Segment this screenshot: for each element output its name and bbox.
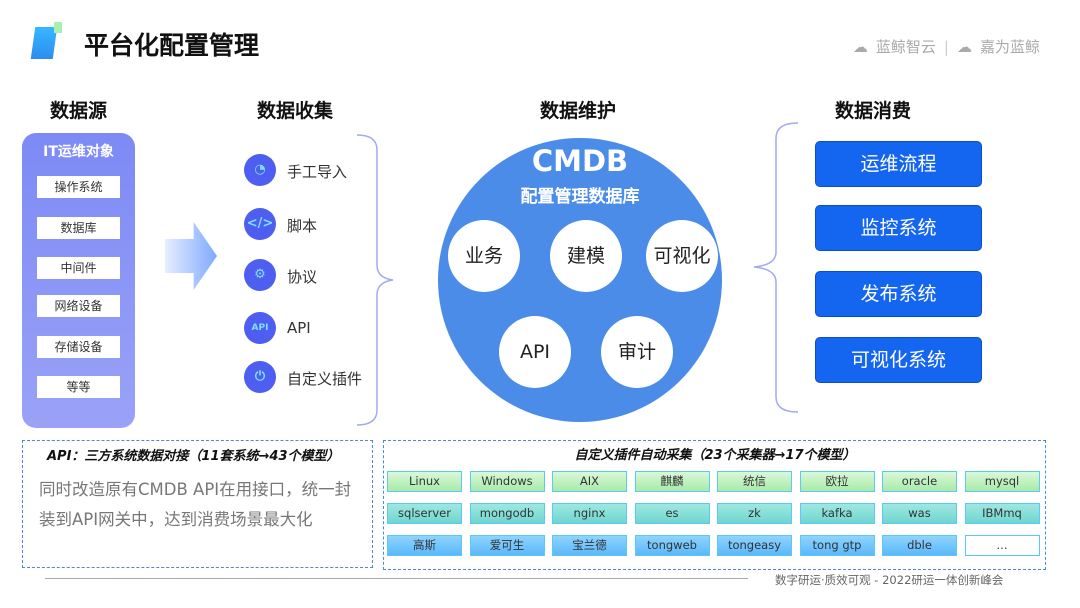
- plug-icon: ⏻: [244, 361, 276, 393]
- api-box-title: API：三方系统数据对接（11套系统→43个模型）: [47, 449, 340, 464]
- plugin-cell: tong gtp: [799, 535, 875, 556]
- code-icon: </>: [244, 208, 276, 240]
- gauge-icon: ◔: [244, 154, 276, 186]
- plugin-cell: nginx: [552, 503, 627, 524]
- cmdb-module: 建模: [550, 220, 622, 292]
- source-panel: IT运维对象 操作系统 数据库 中间件 网络设备 存储设备 等等: [22, 133, 135, 428]
- plugin-cell: IBMmq: [964, 503, 1040, 524]
- plugin-cell: 统信: [717, 471, 792, 492]
- footer-divider: [45, 578, 748, 579]
- logo-accent: [54, 22, 62, 33]
- plugin-cell: dble: [882, 535, 957, 556]
- plugin-cell: Windows: [469, 471, 545, 492]
- brand-right: 嘉为蓝鲸: [979, 38, 1040, 56]
- source-item: 中间件: [37, 257, 120, 279]
- source-item: 网络设备: [37, 295, 120, 317]
- flow-arrow-icon: [165, 222, 217, 290]
- source-item: 存储设备: [37, 336, 120, 358]
- api-box-body: 同时改造原有CMDB API在用接口，统一封装到API网关中，达到消费场景最大化: [39, 480, 352, 529]
- cmdb-module: 业务: [448, 220, 520, 292]
- plugin-cell: 高斯: [387, 535, 462, 556]
- plugin-cell: ...: [964, 535, 1040, 556]
- collect-item: 协议: [287, 268, 318, 286]
- api-box: API：三方系统数据对接（11套系统→43个模型） 同时改造原有CMDB API…: [22, 440, 373, 568]
- plugin-cell: was: [882, 503, 957, 524]
- cmdb-circle: CMDB 配置管理数据库 业务 建模 可视化 API 审计: [438, 138, 722, 422]
- plugin-cell: 欧拉: [799, 471, 875, 492]
- api-monitor-icon: API: [244, 312, 276, 344]
- heading-collect: 数据收集: [257, 100, 334, 122]
- cmdb-module: 可视化: [646, 220, 718, 292]
- cmdb-module: 审计: [601, 316, 673, 388]
- plugin-cell: 麒麟: [634, 471, 710, 492]
- plugin-cell: tongeasy: [717, 535, 792, 556]
- heading-consume: 数据消费: [835, 100, 912, 122]
- cmdb-subtitle: 配置管理数据库: [520, 187, 640, 207]
- plugin-cell: 宝兰德: [552, 535, 627, 556]
- cloud-icon: ☁: [956, 37, 972, 56]
- collect-item: 自定义插件: [287, 370, 363, 388]
- cloud-icon: ☁: [852, 37, 868, 56]
- plugin-box: 自定义插件自动采集（23个采集器→17个模型） Linux Windows AIX 麒…: [383, 440, 1046, 570]
- plugin-cell: tongweb: [634, 535, 710, 556]
- plugin-cell: zk: [717, 503, 792, 524]
- footer-text: 数字研运·质效可观 - 2022研运一体创新峰会: [775, 573, 1004, 587]
- heading-maintain: 数据维护: [540, 100, 617, 122]
- consume-visualization[interactable]: 可视化系统: [815, 337, 982, 383]
- source-item: 操作系统: [37, 176, 120, 198]
- source-title: IT运维对象: [43, 144, 114, 160]
- plugin-cell: oracle: [882, 471, 957, 492]
- collect-item: API: [287, 319, 311, 337]
- plugin-box-title: 自定义插件自动采集（23个采集器→17个模型）: [574, 448, 856, 463]
- plugin-cell: Linux: [387, 471, 462, 492]
- cmdb-title: CMDB: [531, 144, 629, 178]
- brand-logos: ☁ 蓝鲸智云 | ☁ 嘉为蓝鲸: [853, 36, 1040, 57]
- collect-item: 脚本: [287, 217, 318, 235]
- plugin-cell: 爱可生: [469, 535, 545, 556]
- plugin-cell: kafka: [799, 503, 875, 524]
- brace-consume: [753, 122, 799, 413]
- plugin-cell: sqlserver: [387, 503, 462, 524]
- cmdb-module: API: [499, 316, 571, 388]
- consume-ops-flow[interactable]: 运维流程: [815, 141, 982, 187]
- protocol-icon: ⚙: [244, 259, 276, 291]
- heading-source: 数据源: [50, 100, 108, 122]
- consume-monitoring[interactable]: 监控系统: [815, 205, 982, 251]
- source-item: 数据库: [37, 217, 120, 239]
- source-item: 等等: [37, 376, 120, 398]
- brand-separator: |: [943, 37, 949, 56]
- plugin-cell: es: [634, 503, 710, 524]
- plugin-cell: AIX: [552, 471, 627, 492]
- brand-left: 蓝鲸智云: [875, 38, 936, 56]
- plugin-cell: mysql: [964, 471, 1040, 492]
- page-title: 平台化配置管理: [84, 31, 260, 60]
- brace-collect: [356, 134, 394, 426]
- consume-release[interactable]: 发布系统: [815, 271, 982, 317]
- collect-item: 手工导入: [287, 163, 348, 181]
- plugin-cell: mongodb: [469, 503, 545, 524]
